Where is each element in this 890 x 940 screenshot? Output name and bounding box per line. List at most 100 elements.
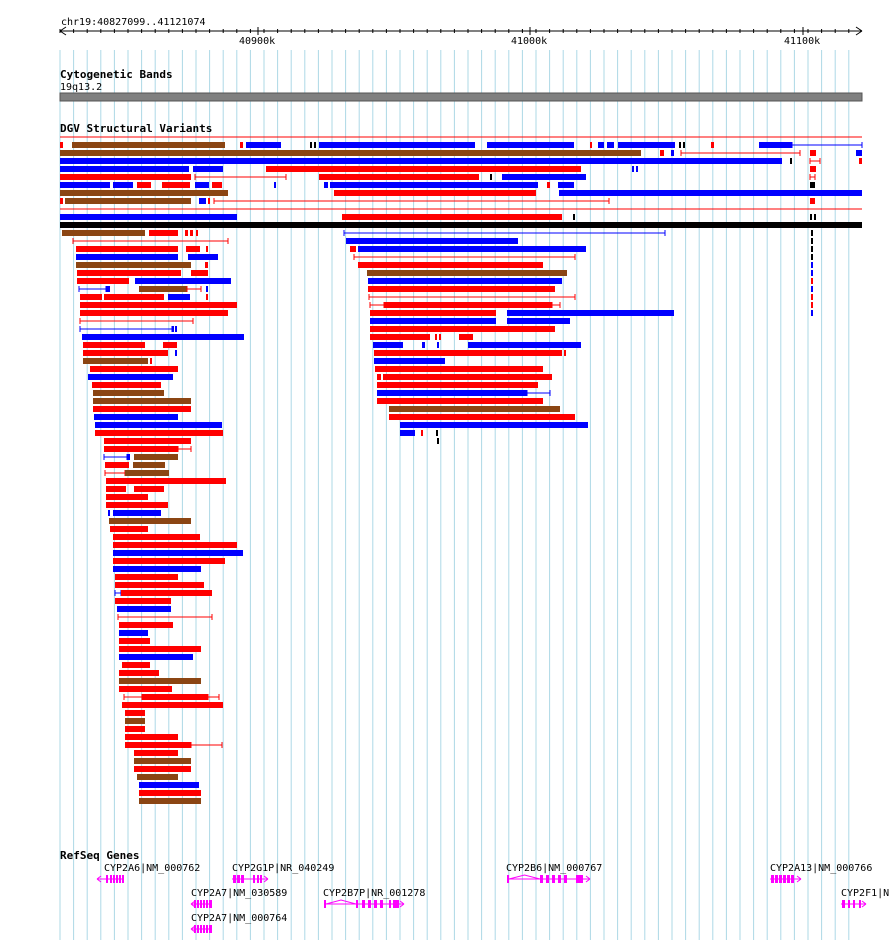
- dgv-variant: [185, 230, 188, 236]
- dgv-variant: [487, 142, 574, 148]
- dgv-variant: [82, 334, 244, 340]
- dgv-variant: [679, 142, 681, 148]
- gene-exon: [842, 900, 845, 908]
- gene-cyp2a6[interactable]: CYP2A6|NM_000762: [96, 863, 200, 883]
- dgv-variant: [274, 182, 276, 188]
- dgv-variant: [80, 310, 228, 316]
- band-label: 19q13.2: [60, 82, 102, 93]
- gene-exon: [110, 875, 112, 883]
- refseq-track-title: RefSeq Genes: [60, 849, 139, 862]
- gene-exon: [775, 875, 778, 883]
- dgv-variant: [590, 142, 592, 148]
- tick-label-41100k: 41100k: [784, 36, 820, 47]
- dgv-variant: [76, 246, 178, 252]
- dgv-variant: [119, 686, 172, 692]
- gene-exon: [203, 925, 205, 933]
- dgv-variant: [377, 374, 381, 380]
- dgv-variant: [502, 174, 586, 180]
- dgv-variant: [439, 334, 441, 340]
- dgv-variant: [76, 254, 178, 260]
- dgv-variant: [400, 430, 415, 436]
- gene-exon: [552, 875, 555, 883]
- dgv-variant: [134, 766, 191, 772]
- dgv-variant: [108, 510, 110, 516]
- gene-exon: [197, 900, 199, 908]
- gene-exon: [200, 925, 202, 933]
- dgv-variant: [90, 366, 178, 372]
- dgv-variant: [122, 702, 223, 708]
- dgv-track-title: DGV Structural Variants: [60, 122, 212, 135]
- gene-label-cyp2a6: CYP2A6|NM_000762: [104, 863, 200, 874]
- dgv-variant: [186, 246, 200, 252]
- location-label: chr19:40827099..41121074: [61, 17, 206, 28]
- dgv-variant: [856, 150, 862, 156]
- gene-glyph-cyp2f1: [841, 900, 867, 908]
- dgv-variant: [110, 526, 148, 532]
- dgv-variant: [125, 742, 134, 748]
- ruler-left-arrow: [59, 26, 67, 36]
- gene-exon: [116, 875, 118, 883]
- dgv-variant: [206, 246, 208, 252]
- dgv-variant: [374, 358, 445, 364]
- dgv-variant: [435, 334, 437, 340]
- dgv-variant: [104, 438, 191, 444]
- gene-cyp2a13[interactable]: CYP2A13|NM_000766: [770, 863, 872, 883]
- dgv-variant: [113, 550, 243, 556]
- dgv-variant: [115, 582, 204, 588]
- dgv-variant: [113, 510, 161, 516]
- gene-cyp2f1[interactable]: CYP2F1|N: [841, 888, 889, 908]
- dgv-variant: [115, 574, 178, 580]
- gene-glyph-cyp2a13: [770, 875, 802, 883]
- gene-cyp2a7-nm000764[interactable]: CYP2A7|NM_000764: [190, 913, 287, 933]
- dgv-variant: [384, 302, 552, 308]
- dgv-track[interactable]: DGV Structural Variants: [60, 122, 863, 804]
- gene-cyp2b7p[interactable]: CYP2B7P|NR_001278: [323, 888, 425, 908]
- dgv-variant: [134, 486, 164, 492]
- dgv-variant: [95, 422, 222, 428]
- dgv-variant: [125, 718, 145, 724]
- dgv-variant: [105, 462, 129, 468]
- gene-strand-arrow: [585, 875, 591, 883]
- dgv-variant: [607, 142, 614, 148]
- dgv-variant: [193, 166, 223, 172]
- dgv-variant: [377, 390, 527, 396]
- gene-exon: [324, 900, 326, 908]
- dgv-variant: [106, 486, 126, 492]
- dgv-variant: [72, 142, 225, 148]
- gene-cyp2a7-nm030589[interactable]: CYP2A7|NM_030589: [190, 888, 287, 908]
- dgv-variant: [134, 758, 191, 764]
- gene-exon: [558, 875, 561, 883]
- gene-cyp2b6[interactable]: CYP2B6|NM_000767: [506, 863, 602, 883]
- dgv-variant: [125, 710, 145, 716]
- dgv-variant: [468, 342, 581, 348]
- gene-exon: [237, 875, 240, 883]
- gene-strand-arrow: [796, 875, 802, 883]
- dgv-variant: [436, 430, 438, 436]
- gene-intron-caret: [325, 899, 357, 905]
- dgv-variant: [358, 262, 543, 268]
- gene-exon: [233, 875, 236, 883]
- dgv-variant: [149, 230, 178, 236]
- refseq-track[interactable]: RefSeq Genes CYP2A6|NM_000762 CYP2G1P|NR…: [60, 849, 889, 933]
- gene-glyph-cyp2a7-b: [190, 925, 212, 933]
- dgv-variant: [80, 294, 102, 300]
- dgv-variant: [507, 318, 570, 324]
- cytoband-19q13-2[interactable]: [59, 92, 863, 102]
- ruler-track[interactable]: chr19:40827099..41121074 40900k 41000k 4…: [59, 17, 863, 47]
- dgv-features: [60, 136, 863, 804]
- cytoband-track[interactable]: Cytogenetic Bands 19q13.2: [59, 68, 863, 102]
- gene-exon: [203, 900, 205, 908]
- dgv-variant: [77, 278, 129, 284]
- gene-exon: [791, 875, 794, 883]
- gene-exon: [209, 925, 212, 933]
- gene-strand-arrow: [263, 875, 269, 883]
- gene-cyp2g1p[interactable]: CYP2G1P|NR_040249: [232, 863, 334, 883]
- dgv-variant: [370, 318, 496, 324]
- dgv-variant: [190, 230, 193, 236]
- dgv-variant: [134, 454, 178, 460]
- dgv-variant: [759, 142, 792, 148]
- dgv-variant: [113, 542, 237, 548]
- dgv-variant: [109, 518, 191, 524]
- dgv-variant: [125, 726, 145, 732]
- gene-label-cyp2a13: CYP2A13|NM_000766: [770, 863, 872, 874]
